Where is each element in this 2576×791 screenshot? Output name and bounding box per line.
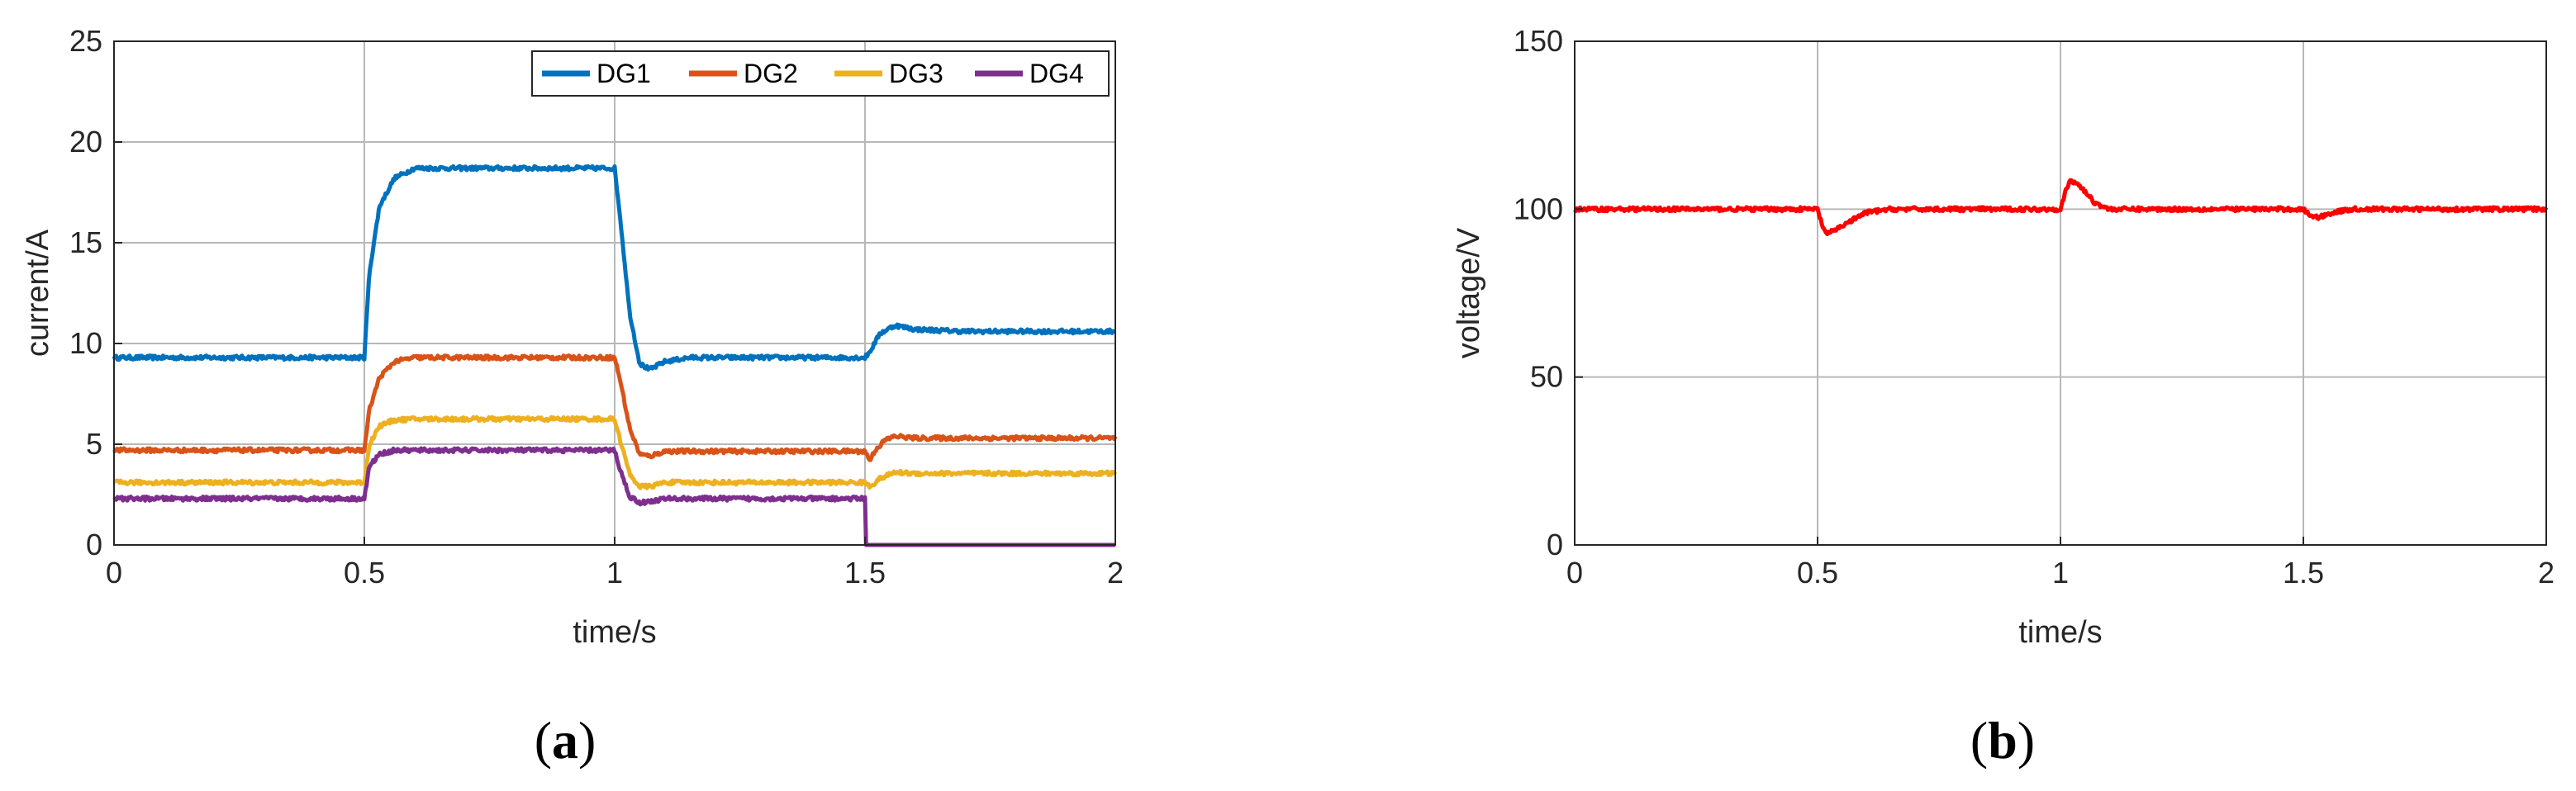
caption-b: (b) [1970, 711, 2035, 770]
a-y-tick-label: 0 [86, 528, 102, 561]
a-x-tick-label: 0 [106, 556, 122, 590]
panel-b-y-label: voltage/V [1452, 227, 1486, 358]
a-x-tick-label: 1 [606, 556, 623, 590]
a-x-tick-label: 1.5 [844, 556, 886, 590]
legend-label-dg1: DG1 [596, 59, 651, 88]
panel-b-x-ticks: 0 0.5 1 1.5 2 [1566, 537, 2555, 590]
legend-box [531, 50, 1110, 97]
a-y-tick-label: 25 [69, 24, 102, 58]
a-series-line-dg1 [112, 163, 1117, 372]
a-y-tick-label: 5 [86, 427, 102, 461]
b-x-tick-label: 2 [2538, 556, 2555, 590]
legend-label-dg3: DG3 [889, 59, 943, 88]
caption-b-letter: b [1988, 711, 2018, 770]
a-series-line-dg3 [112, 414, 1118, 490]
panel-a-legend: DG1 DG2 DG3 DG4 [531, 50, 1110, 97]
b-x-tick-label: 0.5 [1797, 556, 1838, 590]
b-x-tick-label: 0 [1566, 556, 1583, 590]
panel-a-y-label: current/A [21, 229, 55, 357]
b-y-tick-label: 150 [1514, 24, 1563, 58]
a-series-line-dg2 [112, 353, 1118, 462]
panel-b-chart: 0 0.5 1 1.5 2 0 50 100 150 time/s voltage/V [1452, 24, 2555, 650]
b-y-tick-label: 50 [1530, 360, 1563, 394]
a-y-tick-label: 10 [69, 326, 102, 360]
caption-a-close: ) [578, 711, 596, 770]
b-x-tick-label: 1 [2052, 556, 2069, 590]
a-y-tick-label: 15 [69, 225, 102, 259]
panel-a-chart: 0 0.5 1 1.5 2 0 5 10 15 20 25 time/s current/A DG… [21, 24, 1124, 650]
panel-b-y-ticks: 0 50 100 150 [1514, 24, 1583, 561]
panel-b-series [1573, 178, 2549, 236]
b-y-tick-label: 0 [1547, 528, 1563, 561]
legend-label-dg4: DG4 [1029, 59, 1084, 88]
a-x-tick-label: 2 [1107, 556, 1124, 590]
caption-b-open: ( [1970, 711, 1988, 770]
panel-b-x-label: time/s [2018, 615, 2102, 650]
a-y-tick-label: 20 [69, 125, 102, 159]
legend-label-dg2: DG2 [744, 59, 798, 88]
b-series-line-voltage [1573, 178, 2549, 236]
caption-a: (a) [535, 711, 596, 770]
panel-a-grid [114, 41, 1115, 545]
panel-a-x-ticks: 0 0.5 1 1.5 2 [106, 537, 1124, 590]
b-y-tick-label: 100 [1514, 192, 1563, 225]
b-x-tick-label: 1.5 [2283, 556, 2324, 590]
caption-a-open: ( [535, 711, 552, 770]
caption-a-letter: a [552, 711, 578, 770]
panel-a-y-ticks: 0 5 10 15 20 25 [69, 24, 122, 561]
panel-a-x-label: time/s [573, 615, 656, 650]
caption-b-close: ) [2018, 711, 2035, 770]
a-x-tick-label: 0.5 [344, 556, 385, 590]
